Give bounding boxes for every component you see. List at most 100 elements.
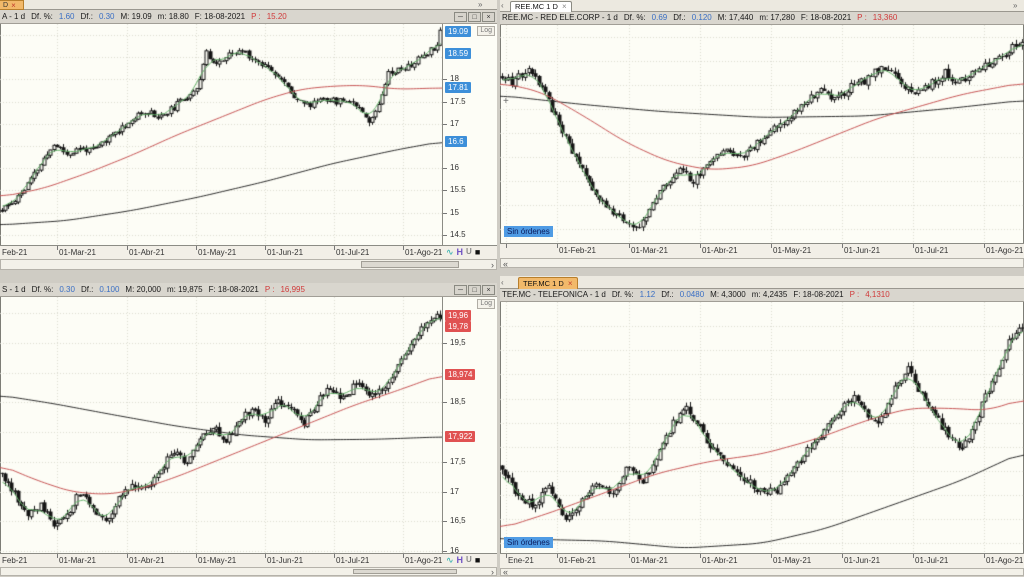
date-axis-label: 01-Jul-21 — [336, 248, 370, 257]
tab-scroll-left-icon[interactable]: ‹ — [501, 278, 504, 287]
log-scale-button[interactable]: Log — [477, 299, 495, 309]
date-axis-label: 01-Jul-21 — [336, 556, 370, 565]
magnet-icon[interactable]: U — [466, 555, 472, 564]
header-segment: S - 1 d — [2, 285, 26, 294]
date-axis-label: 01-Feb-21 — [559, 556, 596, 565]
axis-tick — [265, 554, 266, 558]
axis-tick — [443, 343, 447, 344]
wave-indicator-icon[interactable]: ∿ — [446, 555, 454, 565]
header-segment: 1.60 — [58, 12, 75, 21]
tab-tef-mc[interactable]: TEF.MC 1 D × — [518, 277, 578, 289]
axis-tick — [196, 246, 197, 250]
price-axis[interactable]: Log 19,5 18,5 17,5 17 16,5 16 19,96 19,78 18,974… — [442, 297, 497, 555]
tab-overflow-icon[interactable]: » — [1013, 1, 1018, 10]
tab-close-icon[interactable]: × — [11, 0, 16, 10]
chart-header-text: A - 1 d Df. %: 1.60 Df.: 0.30 M: 19.09 m: 18.8… — [2, 13, 450, 21]
axis-tick — [629, 244, 630, 248]
date-axis-label: 01-Abr-21 — [129, 248, 165, 257]
header-segment: m: 19,875 — [167, 285, 203, 294]
date-axis[interactable]: Feb-21 01-Mar-21 01-Abr-21 01-May-21 01-Jun-… — [0, 553, 497, 567]
close-icon[interactable]: × — [482, 284, 495, 295]
date-axis-label: 01-Jul-21 — [915, 556, 949, 565]
price-marker-label: 18.59 — [445, 48, 472, 59]
black-square-icon[interactable]: ■ — [474, 247, 481, 257]
scroll-right-icon[interactable]: › — [491, 260, 494, 270]
chart-canvas-top-left[interactable] — [0, 24, 442, 245]
axis-tick — [57, 554, 58, 558]
chart-canvas-bottom-left[interactable] — [0, 297, 442, 553]
magnet-icon[interactable]: U — [466, 247, 472, 256]
header-segment: m: 17,280 — [759, 14, 795, 22]
h-scrollbar[interactable]: « — [500, 567, 1024, 577]
header-segment: M: 19.09 — [120, 12, 152, 21]
tab-overflow-icon[interactable]: » — [478, 0, 483, 9]
date-axis-label: 01-May-21 — [198, 248, 237, 257]
price-marker-label: 18,974 — [445, 369, 476, 380]
header-segment: m: 18.80 — [157, 12, 189, 21]
date-axis-label: 01-Jul-21 — [915, 246, 949, 255]
scrollbar-thumb[interactable] — [353, 569, 457, 574]
maximize-icon[interactable]: □ — [468, 11, 481, 22]
axis-tick — [403, 554, 404, 558]
header-segment: m: 4,2435 — [751, 291, 788, 299]
date-axis-label: 01-Mar-21 — [59, 248, 96, 257]
axis-tick-label: 15 — [450, 208, 459, 217]
minimize-icon[interactable]: ─ — [454, 11, 467, 22]
axis-tick — [506, 244, 507, 248]
black-square-icon[interactable]: ■ — [474, 555, 481, 565]
header-segment: 13,360 — [872, 14, 898, 22]
chart-header-bottom-right: TEF.MC - TELEFONICA - 1 d Df. %: 1.12 Df.: 0… — [500, 289, 1024, 302]
axis-tick — [334, 246, 335, 250]
axis-tick — [984, 554, 985, 558]
header-segment: Df.: — [661, 291, 674, 299]
scroll-left-icon[interactable]: « — [503, 567, 509, 577]
h-tool-icon[interactable]: H — [456, 247, 464, 257]
axis-tick-label: 14.5 — [450, 230, 466, 239]
scroll-left-icon[interactable]: « — [503, 259, 509, 269]
date-axis-label: 01-Jun-21 — [267, 556, 304, 565]
date-axis-label: 01-Ago-21 — [405, 556, 443, 565]
h-scrollbar[interactable]: › — [0, 259, 497, 270]
date-axis[interactable]: Feb-21 01-Mar-21 01-Abr-21 01-May-21 01-Jun-… — [0, 245, 497, 259]
axis-tick — [443, 521, 447, 522]
price-marker-label: 19,78 — [445, 321, 472, 332]
close-icon[interactable]: × — [482, 11, 495, 22]
header-segment: M: 4,3000 — [710, 291, 746, 299]
tab-scroll-left-icon[interactable]: ‹ — [501, 1, 504, 10]
chart-header-text: S - 1 d Df. %: 0.30 Df.: 0.100 M: 20,000 m: 19… — [2, 286, 450, 294]
chart-toolbar: ∿ H U ■ — [446, 246, 480, 258]
h-scrollbar[interactable]: « — [500, 258, 1024, 269]
tab-fragment[interactable]: D × — [0, 0, 24, 10]
tab-ree-mc[interactable]: REE.MC 1 D × — [510, 1, 572, 12]
axis-tick-label: 17 — [450, 487, 459, 496]
h-tool-icon[interactable]: H — [456, 555, 464, 565]
date-axis[interactable]: Ene-21 01-Feb-21 01-Mar-21 01-Abr-21 01-May-… — [500, 553, 1024, 568]
chart-toolbar: ∿ H U ■ — [446, 554, 480, 566]
h-scrollbar[interactable]: › — [0, 567, 497, 577]
tab-close-icon[interactable]: × — [561, 2, 567, 11]
axis-tick-label: 15.5 — [450, 185, 466, 194]
tab-close-icon[interactable]: × — [567, 278, 573, 288]
price-axis[interactable]: Log 18 17.5 17 16 15.5 15 14.5 19.09 18.59 17.81 1… — [442, 24, 497, 245]
scroll-right-icon[interactable]: › — [491, 567, 494, 577]
wave-indicator-icon[interactable]: ∿ — [446, 247, 454, 257]
axis-tick — [443, 492, 447, 493]
maximize-icon[interactable]: □ — [468, 284, 481, 295]
date-axis[interactable]: 01-Feb-21 01-Mar-21 01-Abr-21 01-May-21 01-J… — [500, 243, 1024, 258]
minimize-icon[interactable]: ─ — [454, 284, 467, 295]
chart-header-top-right: REE.MC - RED ELE.CORP - 1 d Df. %: 0.69 Df.… — [500, 12, 1024, 25]
axis-tick — [443, 235, 447, 236]
price-marker-label: 17,922 — [445, 431, 476, 442]
header-segment: 1.12 — [639, 291, 656, 299]
log-scale-button[interactable]: Log — [477, 26, 495, 36]
header-segment: 15.20 — [266, 12, 287, 21]
price-marker-label: 19,96 — [445, 310, 472, 321]
chart-canvas-top-right[interactable] — [500, 25, 1024, 243]
tab-label: TEF.MC 1 D — [523, 278, 564, 288]
axis-tick — [443, 168, 447, 169]
axis-tick — [127, 246, 128, 250]
axis-tick — [557, 244, 558, 248]
axis-tick — [629, 554, 630, 558]
scrollbar-thumb[interactable] — [361, 261, 459, 268]
chart-canvas-bottom-right[interactable] — [500, 302, 1024, 553]
